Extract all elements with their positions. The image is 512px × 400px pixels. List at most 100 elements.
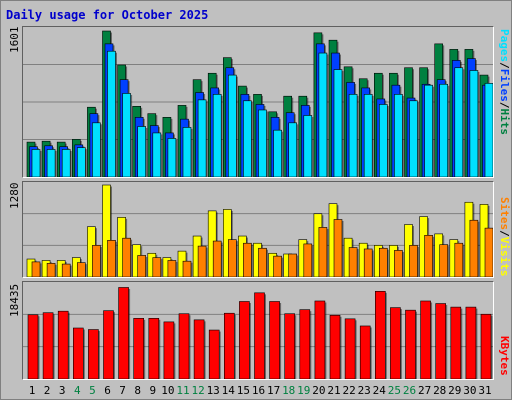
sites-bar: [137, 255, 148, 277]
x-tick-label: 9: [149, 384, 157, 397]
x-tick-label: 14: [221, 384, 235, 397]
pages-bar: [363, 94, 374, 177]
legend-separator: /: [498, 62, 511, 69]
pages-bar: [92, 122, 102, 177]
pages-bar: [212, 94, 223, 177]
kbytes-bars: [23, 287, 493, 379]
kbytes-bar: [72, 327, 85, 379]
kbytes-bar: [299, 309, 312, 379]
pages-bar: [378, 104, 389, 177]
pages-bar: [137, 126, 148, 177]
visits-max-label: 1280: [8, 182, 21, 210]
pages-bar: [303, 115, 314, 177]
x-tick-label: 15: [236, 384, 251, 397]
sites-bar: [378, 247, 389, 277]
kbytes-bar: [314, 300, 327, 379]
kbytes-bar: [88, 329, 100, 379]
kbytes-bar: [329, 314, 342, 379]
pages-bar: [61, 149, 72, 177]
kbytes-bar: [239, 301, 251, 379]
pages-bar: [484, 83, 493, 177]
sites-bar: [122, 237, 133, 277]
pages-bar: [76, 147, 87, 177]
kbytes-bar: [57, 310, 70, 379]
sites-bar: [273, 255, 284, 277]
pages-bar: [152, 132, 163, 177]
sites-bar: [303, 243, 314, 277]
kbytes-bar: [254, 292, 266, 379]
sites-bar: [182, 260, 193, 277]
kbytes-bar: [27, 314, 40, 379]
kbytes-bar: [103, 310, 115, 379]
x-tick-label: 17: [266, 384, 281, 397]
x-tick-label: 28: [433, 384, 447, 397]
visits-bar: [102, 184, 112, 277]
sites-bar: [107, 240, 117, 277]
kbytes-bar: [344, 318, 357, 379]
sites-bar: [409, 245, 419, 277]
usage-panel: [22, 26, 494, 178]
kbytes-bar: [42, 312, 55, 379]
usage-bars: [23, 30, 493, 177]
sites-bar: [333, 219, 344, 277]
kbytes-bar: [118, 287, 131, 379]
kbytes-bar: [390, 307, 402, 379]
visits-series-labels: Sites/Visits: [498, 197, 511, 277]
x-tick-label: 27: [417, 384, 432, 397]
pages-bar: [167, 138, 178, 177]
x-tick-label: 22: [342, 384, 356, 397]
kbytes-bar: [359, 325, 372, 379]
pages-bar: [258, 109, 268, 177]
kbytes-bar: [163, 321, 176, 379]
pages-bar: [469, 70, 480, 177]
hits-legend: Hits: [498, 108, 511, 136]
x-tick-label: 21: [327, 384, 341, 397]
sites-bar: [469, 219, 480, 277]
sites-legend: Sites: [498, 197, 511, 231]
usage-max-label: 1601: [8, 26, 21, 54]
x-tick-label: 11: [176, 384, 190, 397]
pages-bar: [439, 83, 450, 177]
usage-series-labels: Pages/Files/Hits: [498, 29, 511, 135]
kbytes-bar: [480, 313, 493, 379]
pages-bar: [409, 100, 419, 177]
x-axis-labels: 1 2 3 4 5 6 7 8 9 10 11 12 13 14 15 16 17 18 19 20 21 22 23 24 2…: [22, 384, 492, 398]
sites-bar: [92, 245, 102, 277]
pages-bar: [273, 129, 284, 177]
kbytes-legend: KBytes: [498, 336, 511, 376]
kbytes-bar: [208, 329, 221, 379]
x-tick-label: 10: [161, 384, 175, 397]
visits-legend: Visits: [498, 236, 511, 277]
sites-bar: [61, 263, 72, 277]
sites-bar: [439, 244, 450, 277]
kbytes-bar: [224, 312, 236, 379]
x-tick-label: 2: [43, 384, 51, 397]
sites-bar: [424, 235, 435, 277]
files-legend: Files: [498, 68, 511, 102]
kbytes-bar: [435, 303, 448, 379]
kbytes-bar: [148, 318, 161, 379]
pages-legend: Pages: [498, 29, 511, 63]
kbytes-bar: [405, 309, 417, 379]
pages-bar: [46, 149, 57, 177]
pages-bar: [228, 74, 238, 177]
kbytes-panel: [22, 281, 494, 380]
visits-bars: [23, 184, 493, 277]
pages-bar: [424, 84, 435, 177]
sites-bar: [167, 260, 178, 277]
x-tick-label: 26: [402, 384, 417, 397]
x-tick-label: 24: [372, 384, 386, 397]
sites-bar: [152, 257, 163, 277]
x-tick-label: 16: [251, 384, 266, 397]
x-tick-label: 29: [448, 384, 462, 397]
sites-bar: [212, 240, 223, 277]
kbytes-bar: [269, 301, 282, 379]
pages-bar: [333, 69, 344, 177]
x-tick-label: 19: [297, 384, 311, 397]
pages-bar: [243, 100, 253, 177]
kbytes-series-labels: KBytes: [498, 336, 511, 376]
visits-panel: [22, 181, 494, 278]
x-tick-label: 8: [134, 384, 141, 397]
pages-bar: [394, 94, 404, 177]
